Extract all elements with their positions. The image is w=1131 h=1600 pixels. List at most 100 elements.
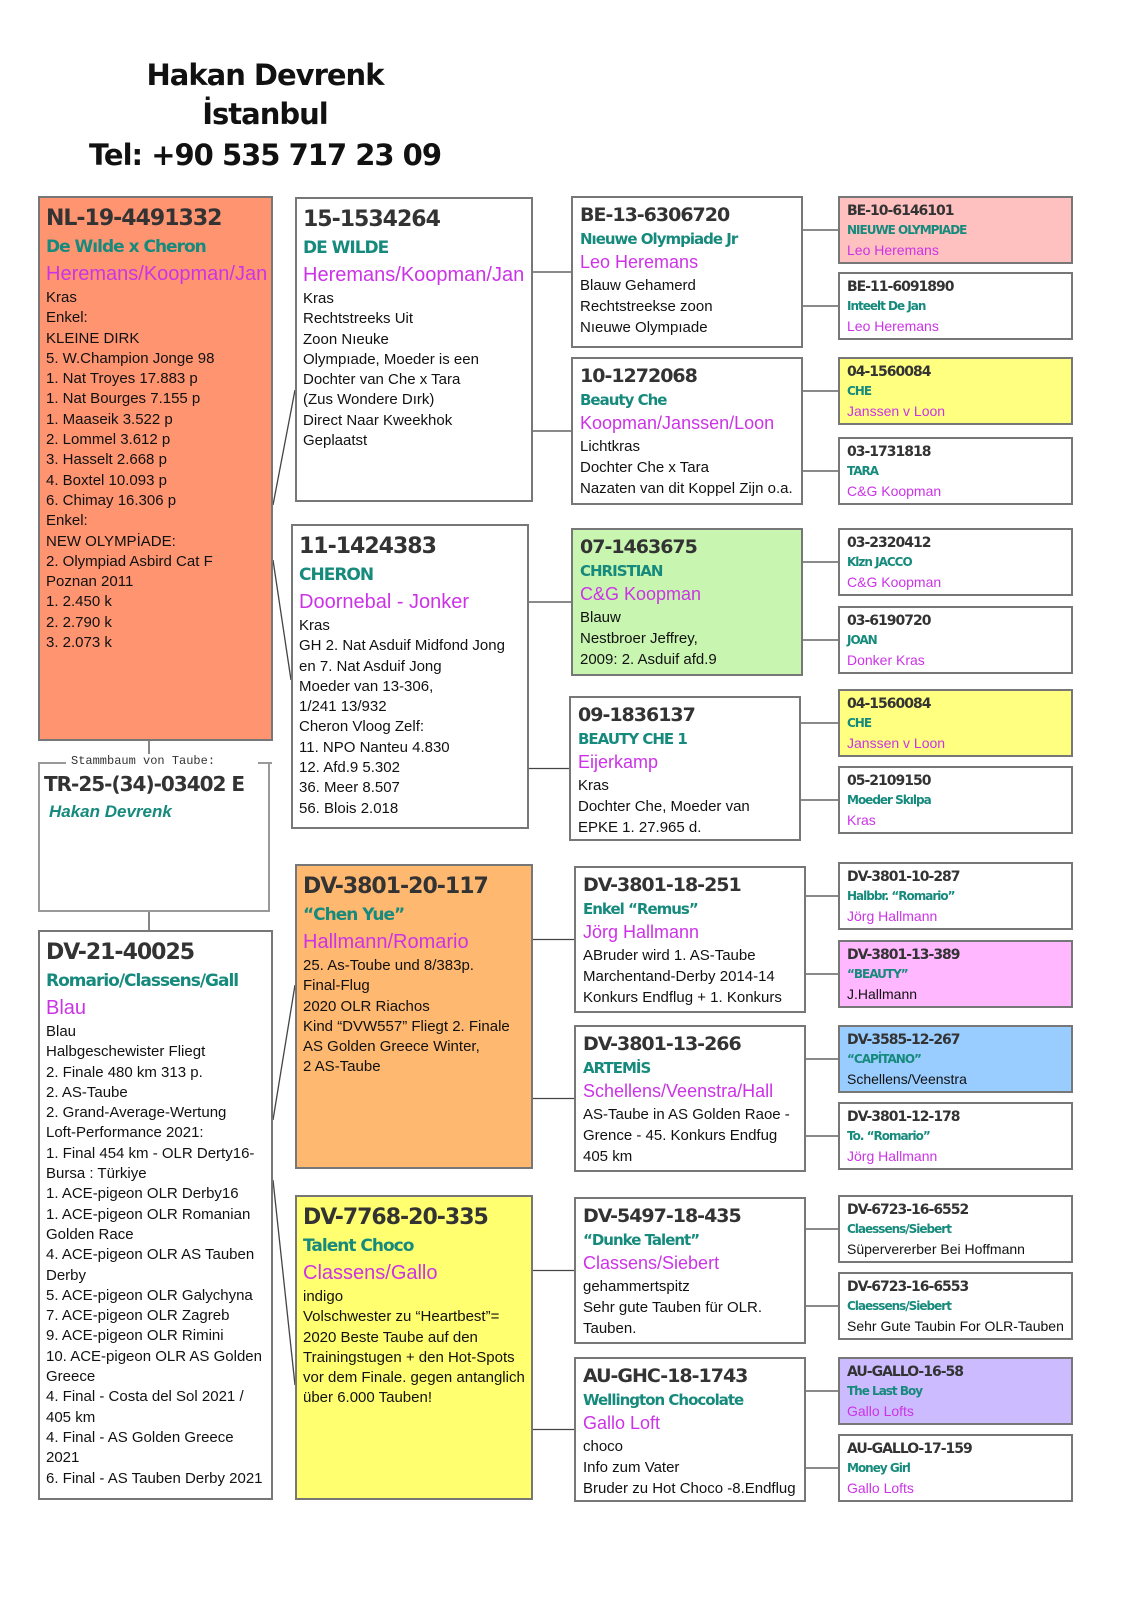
pigeon-name: Claessens/Siebert <box>847 1299 952 1313</box>
breeder-owner: Heremans/Koopman/Jan <box>46 263 268 285</box>
pigeon-note: Kras <box>578 777 609 794</box>
pigeon-card: 03-6190720 JOAN Donker Kras <box>838 606 1073 674</box>
pigeon-note: 2. Lommel 3.612 p <box>46 431 171 449</box>
pigeon-name: BEAUTY CHE 1 <box>578 730 688 748</box>
ring-number: DV-3801-12-178 <box>847 1109 961 1125</box>
pigeon-note: KLEINE DIRK <box>46 329 140 347</box>
pigeon-note: ABruder wird 1. AS-Taube <box>583 947 756 964</box>
ring-number: DV-6723-16-6552 <box>847 1202 969 1218</box>
pigeon-card: 04-1560084 CHE Janssen v Loon <box>838 357 1073 425</box>
pigeon-note: 10. ACE-pigeon OLR AS Golden <box>46 1347 262 1365</box>
pigeon-note: Volschwester zu “Heartbest”= <box>303 1308 500 1326</box>
pigeon-name: Halbbr. “Romario” <box>847 889 956 903</box>
pigeon-card: AU-GALLO-16-58 The Last Boy Gallo Lofts <box>838 1357 1073 1425</box>
pigeon-note: Blauw <box>580 609 621 626</box>
pigeon-note: Bruder zu Hot Choco -8.Endflug <box>583 1480 796 1497</box>
pigeon-name: CHERON <box>299 565 374 585</box>
pigeon-note: Loft-Performance 2021: <box>46 1124 204 1142</box>
breeder-owner: Gallo Lofts <box>847 1403 914 1419</box>
pigeon-card: 09-1836137 BEAUTY CHE 1 Eijerkamp Kras Docht… <box>569 696 801 841</box>
pigeon-note: 9. ACE-pigeon OLR Rimini <box>46 1327 224 1345</box>
breeder-owner: Jörg Hallmann <box>847 908 938 924</box>
pigeon-note: 3. 2.073 k <box>46 634 112 652</box>
pigeon-note: Rechtstreekse zoon <box>580 298 713 315</box>
pigeon-note: über 6.000 Tauben! <box>303 1389 433 1407</box>
pigeon-note: Kras <box>303 290 334 307</box>
pigeon-note: 2. Finale 480 km 313 p. <box>46 1063 203 1081</box>
breeder-owner: Jörg Hallmann <box>847 1148 938 1164</box>
pigeon-card: DV-21-40025 Romario/Classens/Gall Blau Blau… <box>38 930 273 1500</box>
breeder-owner: Leo Heremans <box>847 242 939 258</box>
pigeon-name: “BEAUTY” <box>847 967 909 981</box>
pigeon-card: 11-1424383 CHERON Doornebal - Jonker Kras GH… <box>291 524 529 829</box>
breeder-owner: Leo Heremans <box>847 318 939 334</box>
pigeon-card: AU-GHC-18-1743 Wellington Chocolate Gallo … <box>574 1357 806 1502</box>
pigeon-note: 7. ACE-pigeon OLR Zagreb <box>46 1307 230 1325</box>
ring-number: 09-1836137 <box>578 704 696 726</box>
ring-number: 03-2320412 <box>847 535 931 551</box>
breeder-owner: C&G Koopman <box>847 574 942 590</box>
pigeon-note: 2 AS-Taube <box>303 1058 381 1076</box>
pigeon-card: DV-3801-10-287 Halbbr. “Romario” Jörg Hall… <box>838 862 1073 930</box>
pigeon-note: 25. As-Toube und 8/383p. <box>303 957 474 974</box>
breeder-owner: Blau <box>46 997 87 1019</box>
breeder-phone: Tel: +90 535 717 23 09 <box>88 138 442 172</box>
pigeon-note: Sehr Gute Taubin For OLR-Tauben <box>847 1318 1064 1334</box>
ring-number: 05-2109150 <box>847 773 931 789</box>
connector-line <box>272 389 296 506</box>
breeder-owner: C&G Koopman <box>847 483 942 499</box>
pigeon-note: indigo <box>303 1288 344 1305</box>
breeder-owner: Donker Kras <box>847 652 925 668</box>
pigeon-note: Enkel: <box>46 309 88 327</box>
pigeon-card: DV-3585-12-267 “CAPİTANO” Schellens/Veenst… <box>838 1025 1073 1093</box>
pigeon-card: DV-3801-12-178 To. “Romario” Jörg Hallmann <box>838 1102 1073 1170</box>
pigeon-name: DE WILDE <box>303 238 389 258</box>
pigeon-note: Blauw Gehamerd <box>580 277 696 294</box>
pigeon-name: The Last Boy <box>847 1384 923 1398</box>
pigeon-note: Marchentand-Derby 2014-14 <box>583 968 775 985</box>
pigeon-name: Romario/Classens/Gall <box>46 971 239 991</box>
pigeon-note: AS Golden Greece Winter, <box>303 1038 480 1056</box>
pigeon-note: 4. Boxtel 10.093 p <box>46 471 167 489</box>
pigeon-note: Derby <box>46 1266 87 1284</box>
ring-number: DV-7768-20-335 <box>303 1205 489 1230</box>
pigeon-card: DV-7768-20-335 Talent Choco Classens/Gallo… <box>295 1195 533 1500</box>
pigeon-note: Trainingstugen + den Hot-Spots <box>303 1348 515 1366</box>
pigeon-name: “CAPİTANO” <box>847 1052 922 1066</box>
pigeon-note: Info zum Vater <box>583 1459 680 1476</box>
ring-number: DV-3801-20-117 <box>303 874 489 899</box>
breeder-owner: Classens/Gallo <box>303 1262 438 1284</box>
ring-number: DV-6723-16-6553 <box>847 1279 969 1295</box>
pigeon-note: Olympıade, Moeder is een <box>303 350 479 368</box>
ring-number: AU-GALLO-17-159 <box>847 1441 973 1457</box>
pigeon-note: Grence - 45. Konkurs Endfug <box>583 1127 778 1144</box>
pigeon-name: “Chen Yue” <box>303 905 405 925</box>
pigeon-note: Konkurs Endflug + 1. Konkurs <box>583 989 782 1006</box>
pigeon-note: 2020 OLR Riachos <box>303 997 430 1015</box>
breeder-name: Hakan Devrenk <box>146 58 385 92</box>
pigeon-note: Poznan 2011 <box>46 573 134 591</box>
certificate-ring: TR-25-(34)-03402 E <box>44 772 245 796</box>
pigeon-note: Moeder van 13-306, <box>299 677 434 695</box>
ring-number: DV-3801-13-389 <box>847 947 961 963</box>
pigeon-card: BE-11-6091890 Inteelt De Jan Leo Heremans <box>838 272 1073 340</box>
pigeon-card: AU-GALLO-17-159 Money Girl Gallo Lofts <box>838 1434 1073 1502</box>
pigeon-note: 2020 Beste Taube auf den <box>303 1328 478 1346</box>
ring-number: NL-19-4491332 <box>46 206 222 231</box>
ring-number: DV-3585-12-267 <box>847 1032 961 1048</box>
pigeon-note: 2. AS-Taube <box>46 1083 128 1101</box>
connector-line <box>272 1179 296 1386</box>
pigeon-name: “Dunke Talent” <box>583 1231 700 1249</box>
certificate-box: Stammbaum von Taube: TR-25-(34)-03402 E … <box>38 754 272 912</box>
pigeon-note: vor dem Finale. gegen antanglich <box>303 1369 525 1387</box>
ring-number: BE-11-6091890 <box>847 279 955 295</box>
pigeon-note: Halbgeschewister Fliegt <box>46 1043 206 1061</box>
pigeon-name: TARA <box>847 464 879 478</box>
pigeon-note: Süpervererber Bei Hoffmann <box>847 1241 1025 1257</box>
pigeon-note: 1. Final 454 km - OLR Derty16- <box>46 1144 255 1162</box>
pigeon-note: Geplaatst <box>303 432 368 450</box>
pigeon-name: JOAN <box>847 633 878 647</box>
breeder-owner: Jörg Hallmann <box>583 922 700 942</box>
pigeon-name: Klzn JACCO <box>847 555 913 569</box>
pigeon-note: Kind “DVW557” Fliegt 2. Finale <box>303 1017 510 1035</box>
